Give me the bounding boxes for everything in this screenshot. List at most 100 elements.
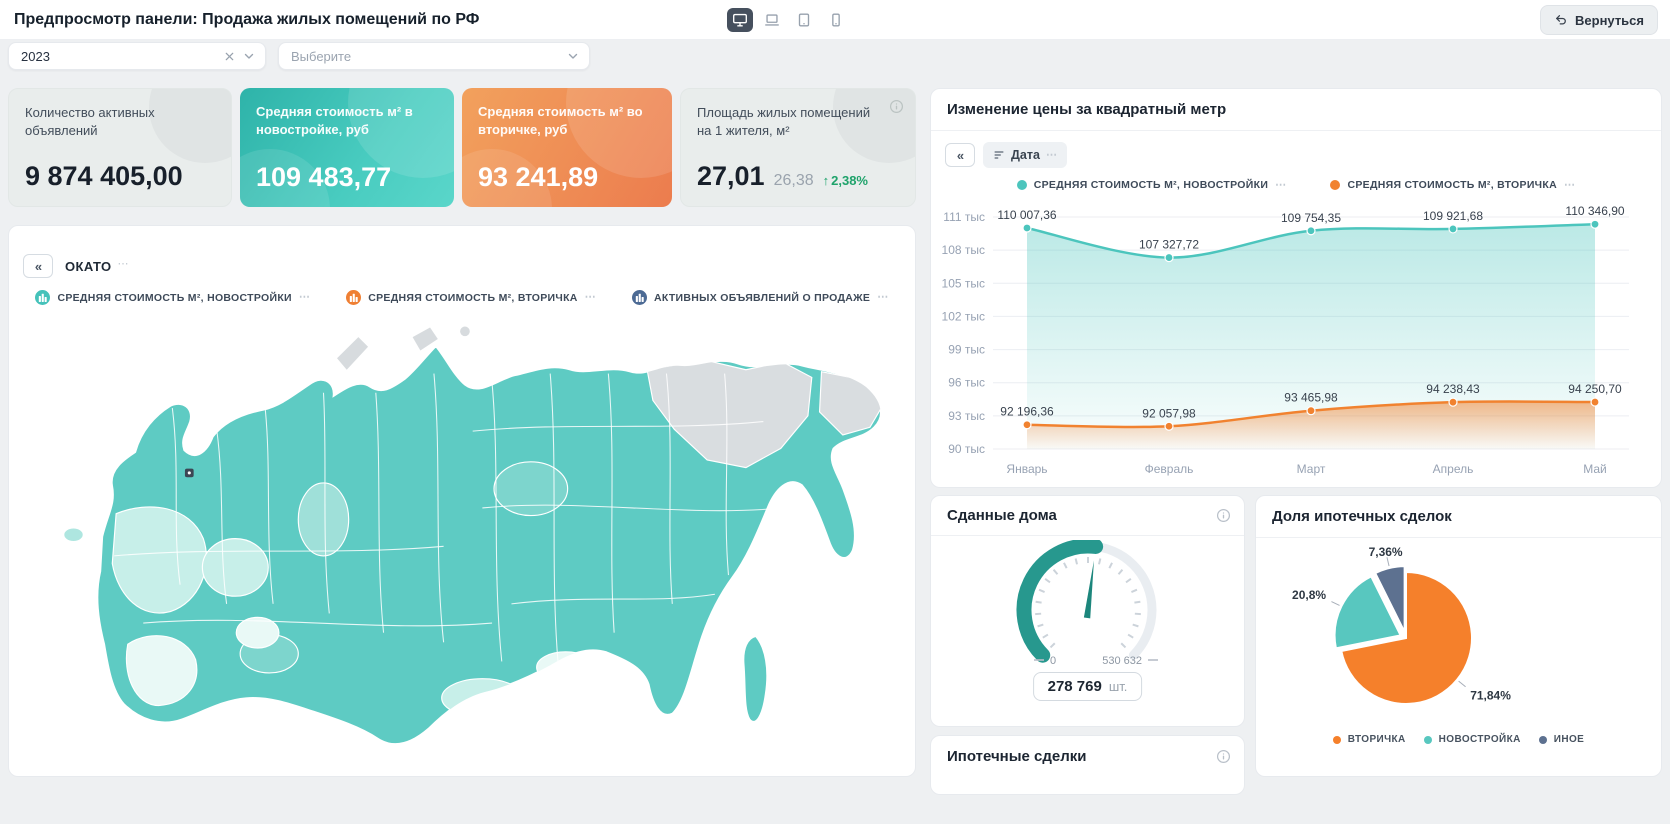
svg-text:Апрель: Апрель xyxy=(1433,462,1474,476)
map-legend-item-secondary[interactable]: СРЕДНЯЯ СТОИМОСТЬ М², ВТОРИЧКА ⋯ xyxy=(346,290,596,305)
svg-text:102 тыс: 102 тыс xyxy=(942,309,985,323)
more-options-icon[interactable]: ⋯ xyxy=(877,291,889,303)
svg-text:Январь: Январь xyxy=(1006,462,1047,476)
more-options-icon[interactable]: ⋯ xyxy=(117,258,129,270)
kpi-title: Средняя стоимость м² во вторичке, руб xyxy=(478,104,643,137)
series-dot-icon xyxy=(1016,180,1027,190)
device-preview-switch xyxy=(727,8,849,32)
kpi-active-listings: Количество активных объявлений 9 874 405… xyxy=(8,88,232,207)
desktop-preview-button[interactable] xyxy=(727,8,753,32)
laptop-icon xyxy=(765,14,779,26)
collapse-icon: « xyxy=(956,147,964,163)
panel-title: Сданные дома xyxy=(947,507,1057,524)
svg-text:93 тыс: 93 тыс xyxy=(948,409,985,423)
layer-chip-icon xyxy=(346,290,362,305)
svg-text:0: 0 xyxy=(1050,655,1056,667)
year-filter-select[interactable]: 2023 xyxy=(8,42,266,70)
mortgage-deals-panel: Ипотечные сделки xyxy=(930,735,1245,795)
series-dot-icon xyxy=(1423,735,1432,744)
map-legend: СРЕДНЯЯ СТОИМОСТЬ М², НОВОСТРОЙКИ ⋯ СРЕД… xyxy=(9,290,915,305)
map-islands xyxy=(460,326,470,337)
map-legend-item-active-ads[interactable]: АКТИВНЫХ ОБЪЯВЛЕНИЙ О ПРОДАЖЕ ⋯ xyxy=(631,290,889,305)
map-legend-label: СРЕДНЯЯ СТОИМОСТЬ М², НОВОСТРОЙКИ xyxy=(57,291,292,304)
pie-legend-label: ВТОРИЧКА xyxy=(1347,734,1406,745)
kpi-title: Площадь жилых помещений на 1 жителя, м² xyxy=(697,105,871,138)
panel-title: Изменение цены за квадратный метр xyxy=(947,101,1227,118)
map-collapse-button[interactable]: « xyxy=(23,254,53,278)
kpi-secondary-value: 26,38 xyxy=(773,172,814,189)
svg-text:92 057,98: 92 057,98 xyxy=(1142,406,1196,420)
info-icon[interactable] xyxy=(1216,508,1232,524)
layer-chip-icon xyxy=(35,290,51,305)
svg-text:71,84%: 71,84% xyxy=(1470,689,1511,703)
map-legend-item-newbuild[interactable]: СРЕДНЯЯ СТОИМОСТЬ М², НОВОСТРОЙКИ ⋯ xyxy=(35,290,310,305)
completed-houses-panel: Сданные дома 0 530 632 278 769 шт. xyxy=(930,495,1245,727)
secondary-filter-placeholder: Выберите xyxy=(291,48,352,64)
svg-text:90 тыс: 90 тыс xyxy=(948,442,985,456)
laptop-preview-button[interactable] xyxy=(759,8,785,32)
more-options-icon[interactable]: ⋯ xyxy=(584,291,596,303)
svg-text:110 007,36: 110 007,36 xyxy=(997,208,1056,222)
kpi-title: Количество активных объявлений xyxy=(25,105,155,138)
kpi-value-row: 27,01 26,38 ↑ 2,38% xyxy=(697,161,868,192)
back-button[interactable]: Вернуться xyxy=(1540,5,1658,35)
svg-text:Май: Май xyxy=(1583,462,1607,476)
date-filter-pill[interactable]: Дата ⋯ xyxy=(983,142,1067,168)
back-button-label: Вернуться xyxy=(1575,12,1644,28)
secondary-filter-select[interactable]: Выберите xyxy=(278,42,590,70)
price-chart-legend: СРЕДНЯЯ СТОИМОСТЬ М², НОВОСТРОЙКИ ⋯ СРЕД… xyxy=(931,179,1661,191)
legend-item-newbuild[interactable]: СРЕДНЯЯ СТОИМОСТЬ М², НОВОСТРОЙКИ ⋯ xyxy=(1016,178,1287,191)
svg-text:530 632: 530 632 xyxy=(1102,655,1142,667)
svg-text:94 250,70: 94 250,70 xyxy=(1568,382,1622,396)
map-legend-label: СРЕДНЯЯ СТОИМОСТЬ М², ВТОРИЧКА xyxy=(368,291,578,304)
mobile-preview-button[interactable] xyxy=(823,8,849,32)
info-icon[interactable] xyxy=(1216,749,1232,765)
russia-map[interactable] xyxy=(27,316,899,767)
chevron-down-icon[interactable] xyxy=(567,50,579,62)
legend-label: СРЕДНЯЯ СТОИМОСТЬ М², ВТОРИЧКА xyxy=(1347,179,1557,191)
panel-title: Ипотечные сделки xyxy=(947,748,1087,765)
kpi-area-per-resident: Площадь жилых помещений на 1 жителя, м² … xyxy=(680,88,916,207)
clear-icon[interactable] xyxy=(224,51,235,62)
monitor-icon xyxy=(733,13,747,27)
price-line-chart[interactable]: 111 тыс 108 тыс 105 тыс 102 тыс 99 тыс 96 тыс… xyxy=(931,201,1663,488)
date-filter-label: Дата xyxy=(1011,148,1040,162)
kpi-value: 93 241,89 xyxy=(478,162,599,192)
sort-icon xyxy=(994,151,1004,159)
tablet-icon xyxy=(798,13,810,27)
svg-text:Февраль: Февраль xyxy=(1145,462,1194,476)
tablet-preview-button[interactable] xyxy=(791,8,817,32)
kpi-value: 9 874 405,00 xyxy=(25,161,183,191)
more-options-icon[interactable]: ⋯ xyxy=(1275,178,1287,191)
pie-legend-item-secondary[interactable]: ВТОРИЧКА xyxy=(1332,734,1406,745)
kpi-avg-price-new: Средняя стоимость м² в новостройке, руб … xyxy=(240,88,454,207)
chevron-down-icon[interactable] xyxy=(243,50,255,62)
svg-text:109 754,35: 109 754,35 xyxy=(1281,211,1341,225)
svg-text:93 465,98: 93 465,98 xyxy=(1284,391,1338,405)
map-region-sakhalin[interactable] xyxy=(743,635,768,722)
price-chart-panel: Изменение цены за квадратный метр « Дата… xyxy=(930,88,1662,488)
svg-text:110 346,90: 110 346,90 xyxy=(1565,204,1624,218)
more-options-icon[interactable]: ⋯ xyxy=(298,291,311,303)
gauge-value: 278 769 xyxy=(1047,678,1102,695)
svg-text:Март: Март xyxy=(1297,462,1326,476)
legend-item-secondary[interactable]: СРЕДНЯЯ СТОИМОСТЬ М², ВТОРИЧКА ⋯ xyxy=(1330,179,1575,191)
more-options-icon[interactable]: ⋯ xyxy=(1563,178,1576,191)
pie-legend-label: ИНОЕ xyxy=(1553,734,1585,745)
houses-gauge-chart[interactable]: 0 530 632 xyxy=(938,538,1238,685)
mortgage-pie-chart[interactable]: 71,84% 20,8% 7,36% xyxy=(1256,542,1661,743)
map-islands xyxy=(412,327,438,351)
map-legend-label: АКТИВНЫХ ОБЪЯВЛЕНИЙ О ПРОДАЖЕ xyxy=(653,291,871,304)
pie-legend-item-other[interactable]: ИНОЕ xyxy=(1538,734,1585,745)
map-region-kaliningrad[interactable] xyxy=(63,527,84,542)
chart-collapse-button[interactable]: « xyxy=(945,143,975,167)
top-bar: Предпросмотр панели: Продажа жилых помещ… xyxy=(0,0,1670,40)
info-icon[interactable] xyxy=(889,99,905,115)
svg-text:105 тыс: 105 тыс xyxy=(942,276,985,290)
series-dot-icon xyxy=(1332,735,1341,744)
svg-text:107 327,72: 107 327,72 xyxy=(1139,238,1199,252)
kpi-value: 109 483,77 xyxy=(256,162,392,192)
more-options-icon[interactable]: ⋯ xyxy=(1045,148,1057,161)
pie-legend-item-newbuild[interactable]: НОВОСТРОЙКА xyxy=(1423,734,1521,745)
svg-text:111 тыс: 111 тыс xyxy=(943,210,985,224)
